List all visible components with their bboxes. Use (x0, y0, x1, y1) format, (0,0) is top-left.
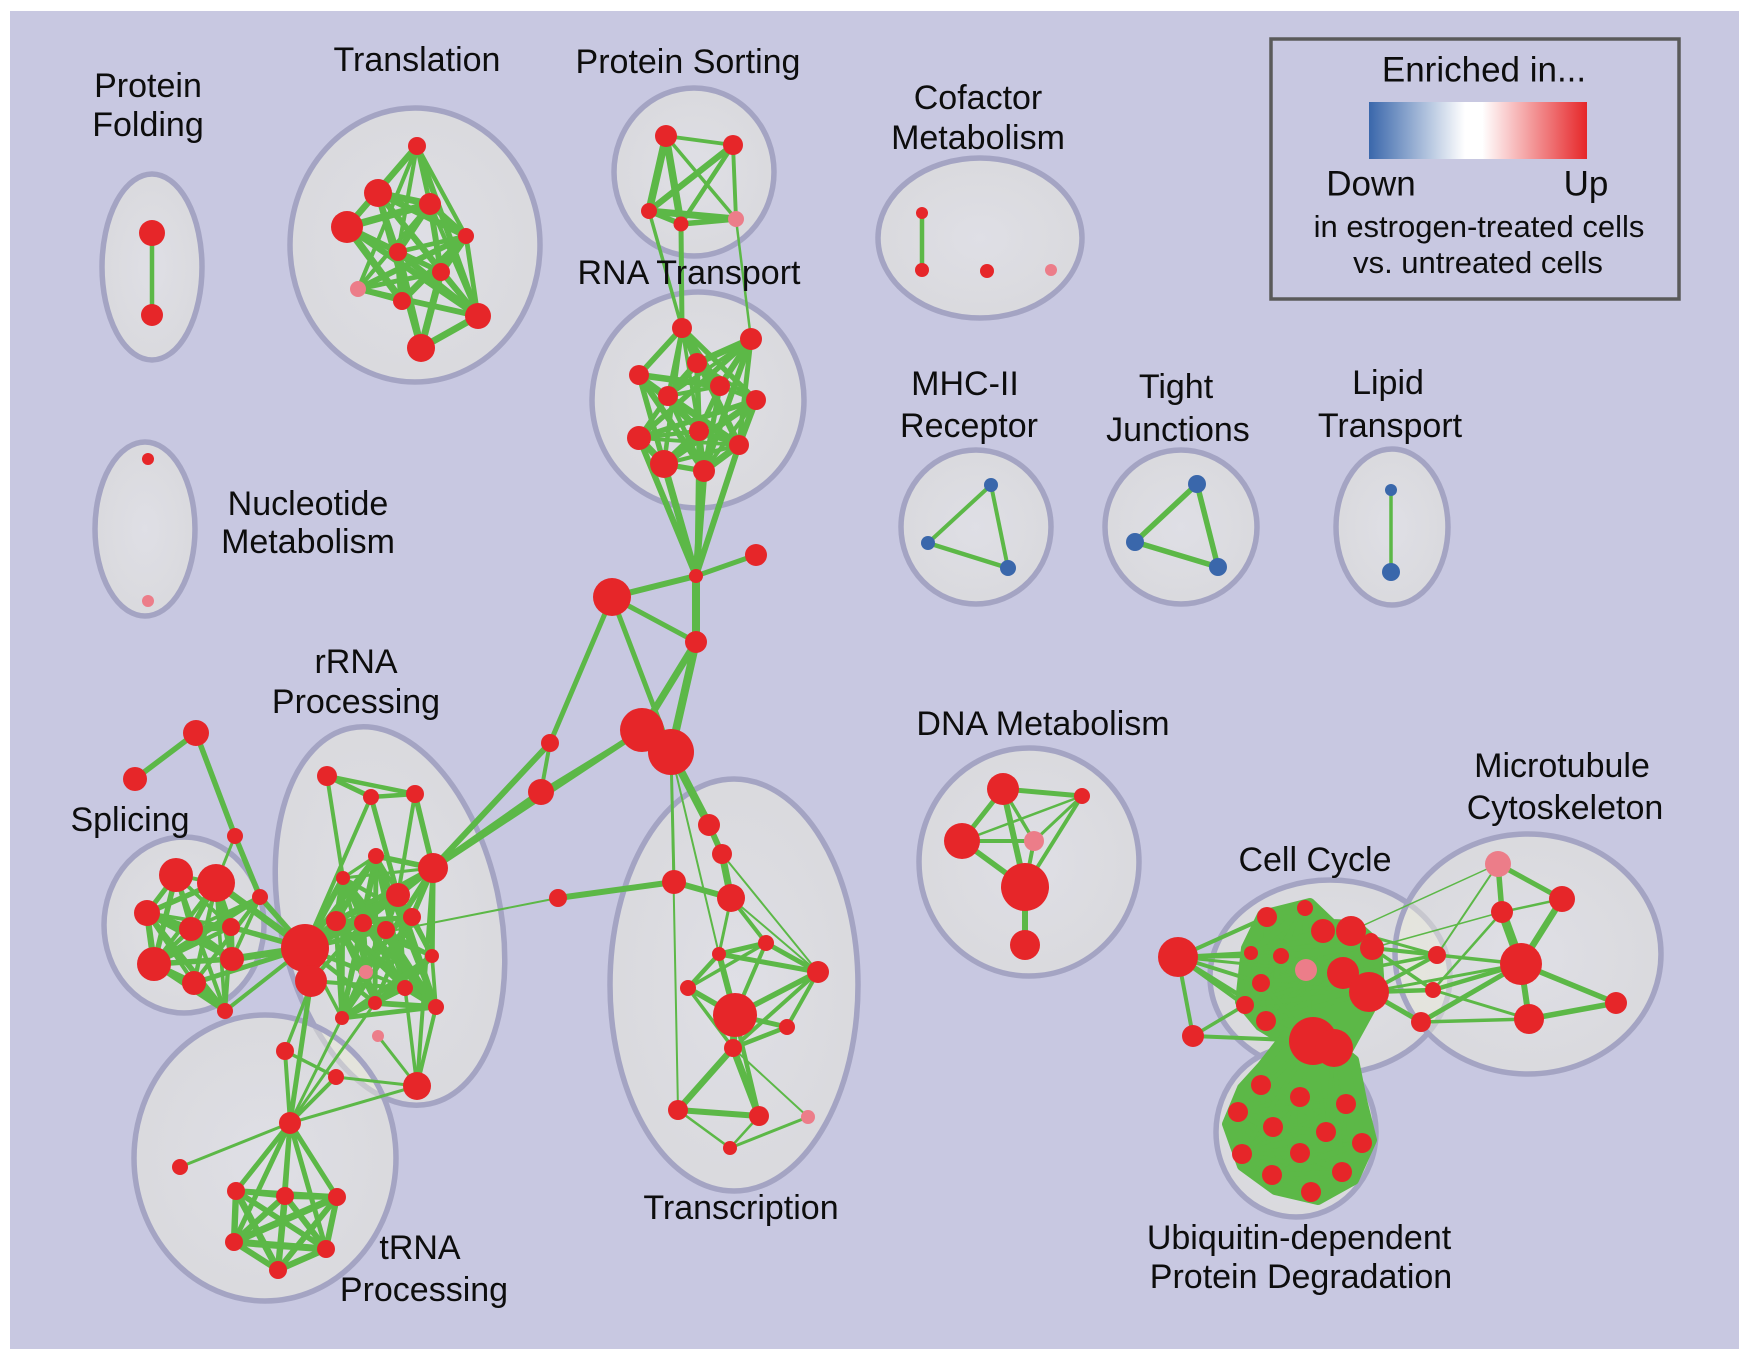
svg-text:Up: Up (1564, 164, 1609, 203)
svg-text:Junctions: Junctions (1106, 411, 1250, 449)
svg-text:Nucleotide: Nucleotide (228, 485, 389, 523)
svg-text:Protein Degradation: Protein Degradation (1150, 1258, 1452, 1296)
svg-text:RNA Transport: RNA Transport (578, 254, 802, 292)
svg-text:vs. untreated cells: vs. untreated cells (1353, 245, 1603, 280)
svg-text:tRNA: tRNA (379, 1229, 461, 1267)
svg-text:Cell Cycle: Cell Cycle (1238, 841, 1391, 879)
svg-text:Processing: Processing (340, 1271, 508, 1309)
svg-text:MHC-II: MHC-II (911, 365, 1019, 403)
svg-text:Translation: Translation (334, 41, 501, 79)
svg-text:Ubiquitin-dependent: Ubiquitin-dependent (1147, 1219, 1452, 1257)
svg-text:in estrogen-treated cells: in estrogen-treated cells (1314, 209, 1645, 244)
svg-text:Folding: Folding (92, 106, 204, 144)
svg-text:Transport: Transport (1318, 407, 1463, 445)
svg-text:Cytoskeleton: Cytoskeleton (1467, 789, 1664, 827)
svg-text:Lipid: Lipid (1352, 364, 1424, 402)
svg-text:Receptor: Receptor (900, 407, 1038, 445)
svg-text:Down: Down (1326, 164, 1415, 203)
svg-text:Tight: Tight (1139, 368, 1214, 406)
svg-text:Protein: Protein (94, 67, 202, 105)
svg-text:Transcription: Transcription (643, 1189, 838, 1227)
svg-text:Splicing: Splicing (70, 801, 189, 839)
svg-text:Enriched in...: Enriched in... (1382, 50, 1586, 89)
svg-text:Processing: Processing (272, 683, 440, 721)
svg-text:Protein Sorting: Protein Sorting (576, 43, 801, 81)
svg-text:Metabolism: Metabolism (891, 119, 1065, 157)
svg-text:Metabolism: Metabolism (221, 523, 395, 561)
svg-text:rRNA: rRNA (314, 643, 397, 681)
svg-text:Microtubule: Microtubule (1474, 747, 1650, 785)
svg-text:DNA Metabolism: DNA Metabolism (916, 705, 1169, 743)
svg-text:Cofactor: Cofactor (914, 79, 1043, 117)
